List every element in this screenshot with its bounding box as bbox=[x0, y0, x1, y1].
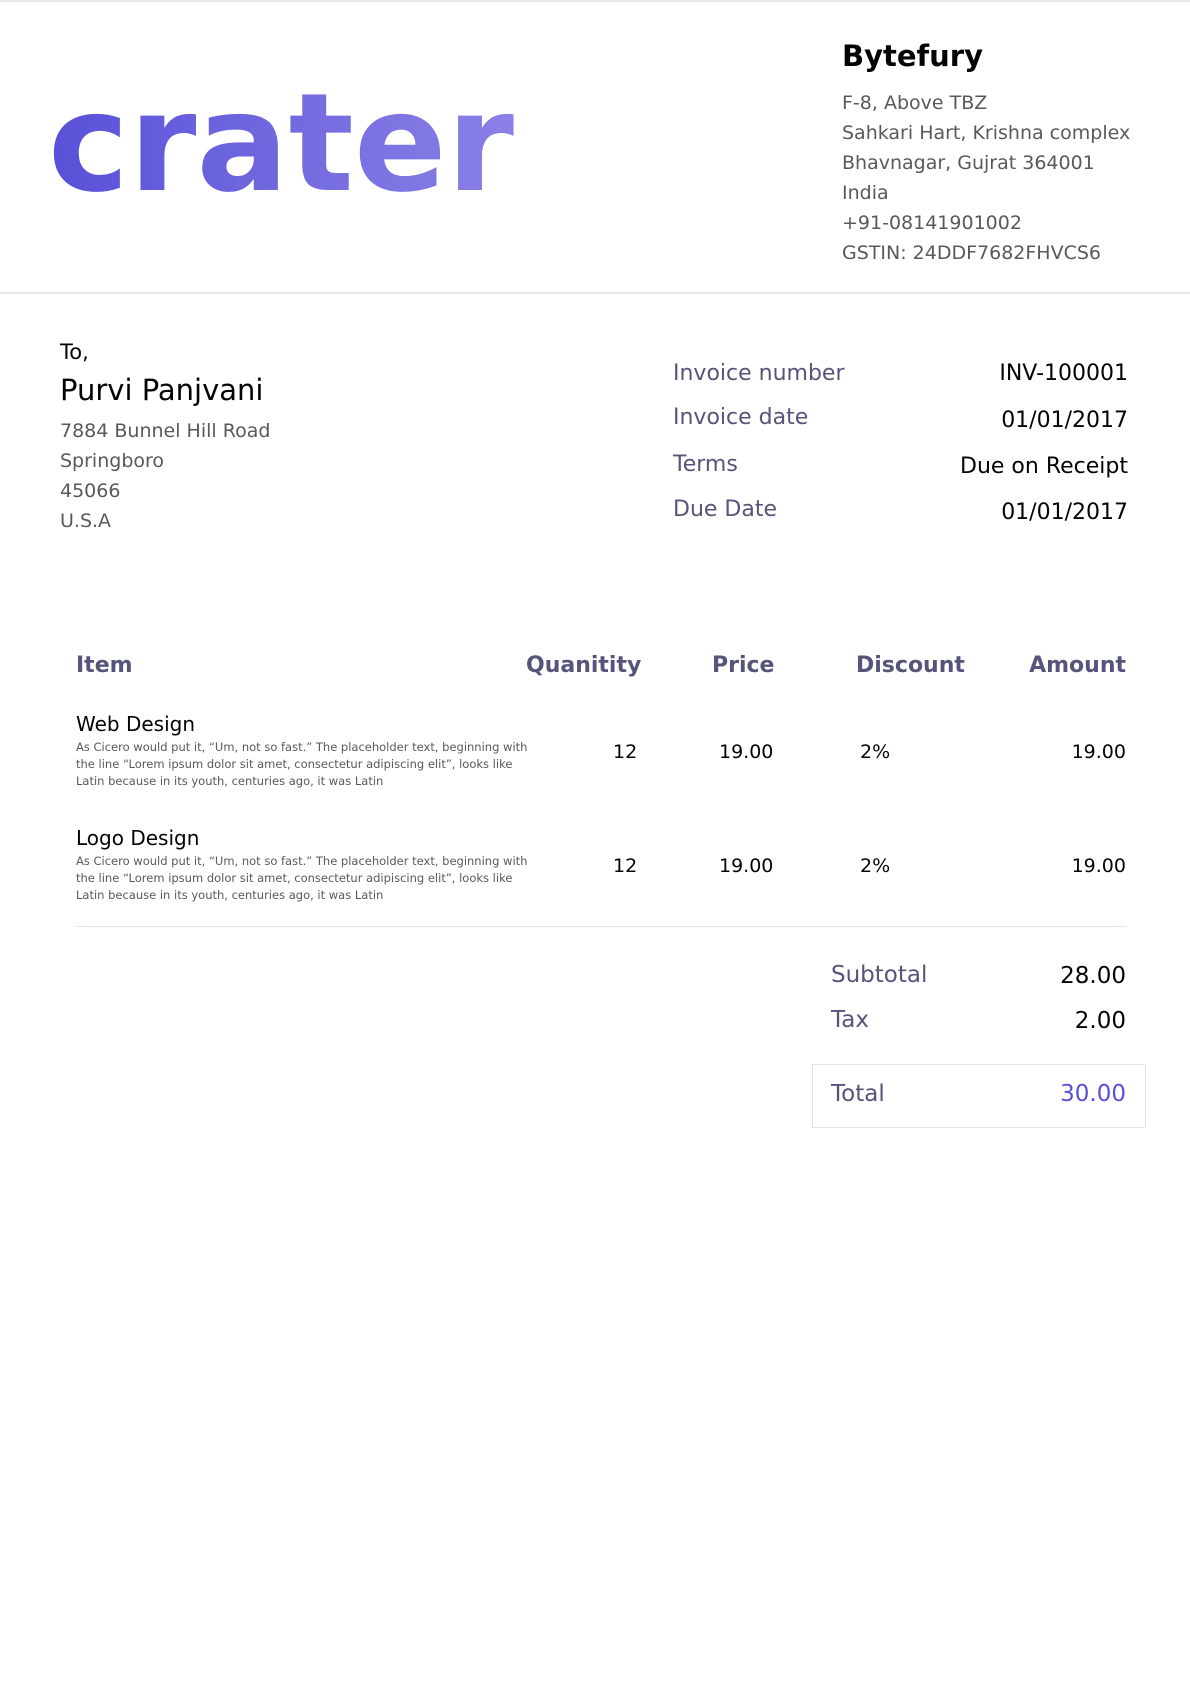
subtotal-label: Subtotal bbox=[831, 962, 928, 988]
item-quantity: 12 bbox=[613, 741, 638, 763]
due-date-label: Due Date bbox=[673, 497, 777, 522]
item-price: 19.00 bbox=[719, 741, 774, 763]
company-gstin: GSTIN: 24DDF7682FHVCS6 bbox=[842, 242, 1101, 264]
crater-logo: crater bbox=[48, 78, 514, 198]
subtotal-value: 28.00 bbox=[1060, 963, 1126, 989]
billing-address-line: 7884 Bunnel Hill Road bbox=[60, 420, 271, 442]
terms-label: Terms bbox=[673, 452, 738, 477]
total-value: 30.00 bbox=[1060, 1081, 1126, 1107]
invoice-date-value: 01/01/2017 bbox=[1001, 408, 1128, 433]
company-address-line: F-8, Above TBZ bbox=[842, 92, 988, 114]
company-address-line: India bbox=[842, 182, 889, 204]
billing-address-line: U.S.A bbox=[60, 510, 112, 532]
item-description: As Cicero would put it, “Um, not so fast… bbox=[76, 740, 528, 788]
column-header-quantity: Quanitity bbox=[526, 653, 642, 678]
invoice-number-value: INV-100001 bbox=[999, 361, 1128, 386]
item-name: Web Design bbox=[76, 712, 196, 736]
column-header-amount: Amount bbox=[1029, 653, 1126, 678]
column-header-discount: Discount bbox=[856, 653, 965, 678]
tax-value: 2.00 bbox=[1074, 1008, 1126, 1034]
invoice-number-label: Invoice number bbox=[673, 361, 845, 386]
item-discount: 2% bbox=[860, 855, 891, 877]
top-border bbox=[0, 0, 1190, 2]
company-name: Bytefury bbox=[842, 39, 984, 73]
item-amount: 19.00 bbox=[1071, 855, 1126, 877]
billing-address-line: 45066 bbox=[60, 480, 121, 502]
customer-name: Purvi Panjvani bbox=[60, 373, 264, 407]
item-price: 19.00 bbox=[719, 855, 774, 877]
terms-value: Due on Receipt bbox=[960, 454, 1128, 479]
company-phone: +91-08141901002 bbox=[842, 212, 1022, 234]
company-address-line: Sahkari Hart, Krishna complex bbox=[842, 122, 1131, 144]
tax-label: Tax bbox=[831, 1007, 869, 1033]
item-description: As Cicero would put it, “Um, not so fast… bbox=[76, 854, 528, 902]
total-box bbox=[812, 1064, 1146, 1128]
header-divider bbox=[0, 292, 1190, 294]
column-header-item: Item bbox=[76, 653, 133, 678]
billing-address-line: Springboro bbox=[60, 450, 165, 472]
column-header-price: Price bbox=[712, 653, 775, 678]
item-name: Logo Design bbox=[76, 826, 200, 850]
table-divider bbox=[76, 926, 1126, 927]
total-label: Total bbox=[831, 1081, 885, 1107]
svg-text:crater: crater bbox=[48, 78, 514, 198]
item-amount: 19.00 bbox=[1071, 741, 1126, 763]
item-quantity: 12 bbox=[613, 855, 638, 877]
invoice-date-label: Invoice date bbox=[673, 405, 809, 430]
item-discount: 2% bbox=[860, 741, 891, 763]
to-label: To, bbox=[60, 340, 89, 364]
company-address-line: Bhavnagar, Gujrat 364001 bbox=[842, 152, 1095, 174]
due-date-value: 01/01/2017 bbox=[1001, 500, 1128, 525]
